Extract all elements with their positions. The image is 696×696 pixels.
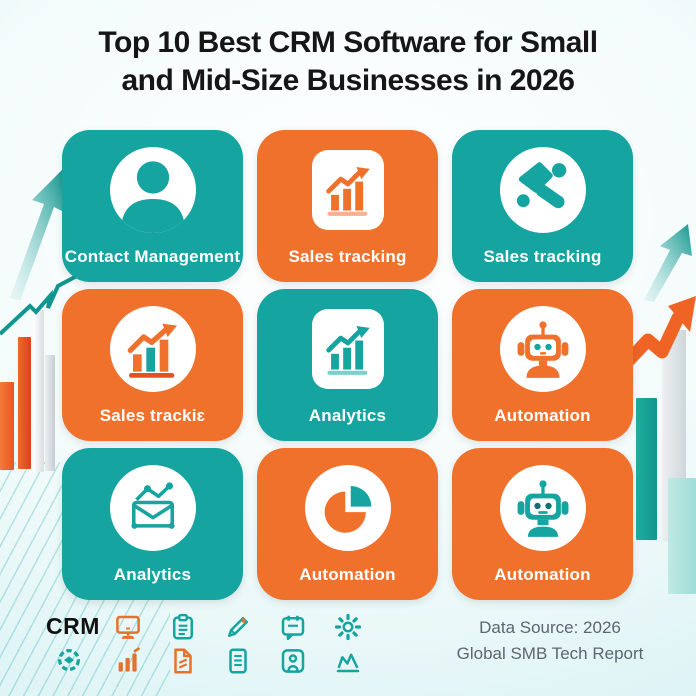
abstract-shapes-icon [499, 147, 586, 233]
crm-label: CRM [46, 613, 100, 639]
document-fold-icon [168, 646, 198, 676]
award-icon [333, 646, 363, 676]
feature-card-grid: Contact Management Sales tracking [62, 130, 633, 600]
feature-card-label: Analytics [113, 565, 192, 584]
background-bar [45, 355, 55, 471]
background-bar [668, 478, 696, 594]
data-source-line2: Global SMB Tech Report [456, 643, 644, 663]
growth-arrow-icon [640, 222, 696, 302]
bar-chart-icon [113, 646, 143, 676]
document-lines-icon [223, 646, 253, 676]
gear-icon [333, 612, 363, 642]
robot-icon [499, 465, 586, 551]
bar-chart-arrow-icon [109, 306, 196, 392]
feature-card-label: Sales trackiɛ [99, 406, 206, 425]
background-bar [33, 310, 44, 472]
feature-card-label: Sales tracking [483, 247, 602, 266]
feature-card-label: Automation [494, 565, 591, 584]
page-title-line1: Top 10 Best CRM Software for Small [98, 26, 598, 59]
page-title-line2: and Mid-Size Businesses in 2026 [121, 63, 575, 97]
background-bar [0, 382, 14, 470]
clipboard-icon [168, 612, 198, 642]
feature-card-automation: Automation [452, 289, 633, 441]
feature-card-label: Automation [494, 406, 591, 425]
feature-card-analytics: Analytics [257, 289, 438, 441]
monitor-icon [113, 612, 143, 642]
feature-card-sales-tracking: Sales tracking [452, 130, 633, 282]
envelope-graph-icon [109, 465, 196, 551]
feature-card-automation: Automation [257, 448, 438, 600]
bar-chart-arrow-icon [311, 150, 384, 230]
badge-icon [54, 645, 84, 675]
feature-card-label: Sales tracking [288, 247, 407, 266]
data-source-line1: Data Source: 2026 [479, 618, 621, 637]
pie-chart-icon [304, 465, 391, 551]
background-bar [18, 337, 31, 469]
background-bar [636, 398, 657, 540]
feature-card-label: Automation [299, 565, 396, 584]
pen-icon [223, 612, 253, 642]
calendar-chat-icon [278, 612, 308, 642]
feature-card-automation: Automation [452, 448, 633, 600]
feature-card-analytics: Analytics [62, 448, 243, 600]
user-icon [109, 147, 196, 233]
feature-card-contact-management: Contact Management [62, 130, 243, 282]
bar-chart-arrow-icon [311, 309, 384, 389]
feature-card-label: Analytics [308, 406, 387, 425]
feature-card-sales-tracking: Sales tracking [257, 130, 438, 282]
feature-card-label: Contact Management [64, 247, 241, 266]
feature-card-sales-tracking: Sales trackiɛ [62, 289, 243, 441]
page-title: Top 10 Best CRM Software for Small and M… [0, 24, 696, 100]
person-card-icon [278, 646, 308, 676]
data-source: Data Source: 2026 Global SMB Tech Report [430, 615, 670, 666]
robot-icon [499, 306, 586, 392]
